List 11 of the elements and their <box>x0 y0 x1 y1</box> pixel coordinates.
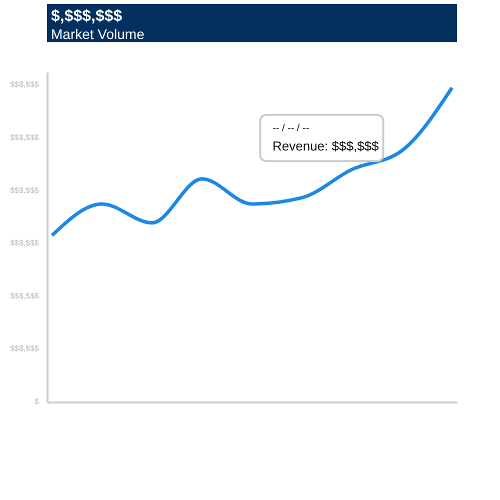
text: $$$,$$$ <box>10 133 40 142</box>
text: $$$,$$$ <box>10 186 40 195</box>
chart-subtitle: Market Volume <box>51 26 145 42</box>
chart-title: $,$$$,$$$ <box>51 8 122 25</box>
text: $$$,$$$ <box>10 344 40 354</box>
annotation: -- / -- / -- <box>272 123 310 134</box>
text: $ <box>34 397 40 406</box>
annotation: Revenue: $$$,$$$ <box>272 138 380 154</box>
text: $$$,$$$ <box>10 291 40 300</box>
text: $$$,$$$ <box>10 80 40 90</box>
text: $$$,$$$ <box>10 238 40 248</box>
